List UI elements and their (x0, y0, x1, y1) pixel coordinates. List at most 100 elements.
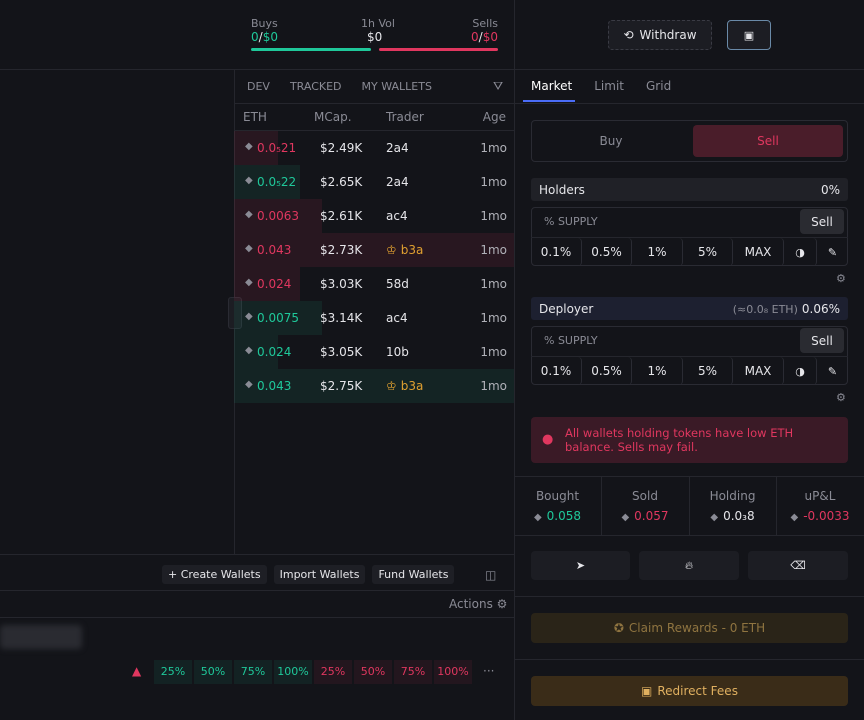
percent-preset[interactable]: MAX (733, 357, 784, 385)
filter-tab[interactable]: MY WALLETS (361, 80, 432, 93)
trade-row[interactable]: ◆ 0.043 $2.75K ♔ b3a 1mo (234, 369, 514, 403)
order-tabs: Market Limit Grid (531, 79, 671, 93)
claim-button[interactable]: ✪ Claim Rewards - 0 ETH (531, 613, 848, 643)
eth-icon: ◆ (245, 243, 253, 254)
filter-tab[interactable]: DEV (247, 80, 270, 93)
divider (234, 103, 514, 104)
settings-icon[interactable]: ⚙ (836, 272, 846, 285)
stat-number: 0.0₃8 (723, 509, 755, 523)
divider (514, 0, 515, 720)
order-tab[interactable]: Grid (646, 79, 672, 93)
percent-preset[interactable]: 1% (632, 357, 683, 385)
order-tab[interactable]: Limit (594, 79, 624, 93)
custom-preset[interactable]: ◑ (784, 357, 817, 385)
buys-count: 0 (251, 30, 259, 44)
age: 1mo (480, 175, 507, 189)
trader: ♔ b3a (386, 243, 423, 257)
trader-id: ac4 (386, 209, 408, 223)
trade-row[interactable]: ◆ 0.0₅22 $2.65K 2a4 1mo (234, 165, 514, 199)
section-value: (≈0.0₈ ETH) 0.06% (733, 302, 840, 316)
column-header[interactable]: ETH (243, 110, 267, 124)
supply-box (531, 326, 848, 385)
buys-bar (251, 48, 371, 51)
trader: 2a4 (386, 175, 409, 189)
quick-preset[interactable]: 50% (194, 660, 232, 684)
section-label: Holders (539, 183, 585, 197)
percent-preset[interactable]: 0.5% (582, 238, 632, 266)
buys-amount: $0 (262, 30, 278, 44)
divider (776, 477, 777, 535)
clean-button[interactable]: ⌫ (748, 551, 848, 580)
trade-row[interactable]: ◆ 0.043 $2.73K ♔ b3a 1mo (234, 233, 514, 267)
trade-row[interactable]: ◆ 0.0₅21 $2.49K 2a4 1mo (234, 131, 514, 165)
trade-row[interactable]: ◆ 0.024 $3.05K 10b 1mo (234, 335, 514, 369)
filter-icon[interactable]: ⛛ (493, 79, 504, 93)
withdraw-button[interactable]: ⟲ Withdraw (608, 20, 712, 50)
divider (0, 617, 514, 618)
quick-preset[interactable]: 75% (234, 660, 272, 684)
edit-preset[interactable]: ✎ (827, 364, 838, 378)
filter-tab[interactable]: TRACKED (289, 80, 342, 93)
section-value: 0% (821, 183, 840, 197)
trade-row[interactable]: ◆ 0.024 $3.03K 58d 1mo (234, 267, 514, 301)
buys-value: 0/$0 (251, 30, 278, 44)
telegram-button[interactable]: ➤ (531, 551, 630, 580)
sell-button[interactable]: Sell (800, 328, 844, 353)
sells-value: 0/$0 (471, 30, 498, 44)
buys-label: Buys (251, 17, 278, 30)
quick-preset[interactable]: 100% (434, 660, 472, 684)
more-button[interactable]: ··· (483, 664, 495, 678)
layout-toggle[interactable]: ◫ (485, 568, 497, 582)
row-divider (531, 237, 848, 238)
buy-tab[interactable]: Buy (599, 134, 623, 148)
row-divider (531, 356, 848, 357)
eth-amount: 0.024 (257, 277, 292, 291)
fire-button[interactable]: 🔥︎ (639, 551, 739, 580)
age: 1mo (480, 345, 507, 359)
wallet-icon-button[interactable]: ▣ (727, 20, 771, 50)
wallet-button[interactable]: Import Wallets (273, 565, 366, 584)
wallet-button[interactable]: + Create Wallets (162, 565, 267, 584)
settings-icon[interactable]: ⚙ (836, 391, 846, 404)
percent-preset[interactable]: 0.1% (531, 238, 582, 266)
column-header[interactable]: Age (482, 110, 506, 124)
trade-row[interactable]: ◆ 0.0063 $2.61K ac4 1mo (234, 199, 514, 233)
blurred-block (0, 625, 82, 649)
market-cap: $2.49K (320, 141, 363, 155)
market-cap: $3.14K (320, 311, 363, 325)
percent-preset[interactable]: 5% (683, 357, 733, 385)
row-tint (234, 199, 322, 233)
wallet-button[interactable]: Fund Wallets (372, 565, 455, 584)
percent-preset[interactable]: 5% (683, 238, 733, 266)
collapse-handle[interactable] (228, 297, 242, 329)
custom-preset[interactable]: ◑ (784, 238, 817, 266)
section-label: Deployer (539, 302, 594, 316)
edit-preset[interactable]: ✎ (827, 245, 838, 259)
quick-preset[interactable]: 75% (394, 660, 432, 684)
trade-row[interactable]: ◆ 0.0075 $3.14K ac4 1mo (234, 301, 514, 335)
actions-label: Actions ⚙ (449, 597, 508, 611)
quick-preset[interactable]: 50% (354, 660, 392, 684)
alert (531, 417, 848, 463)
percent-preset[interactable]: MAX (733, 238, 784, 266)
eth-icon: ◆ (245, 345, 253, 356)
side-toggle (531, 120, 848, 162)
trader: 10b (386, 345, 409, 359)
quick-preset[interactable]: 100% (274, 660, 312, 684)
quick-preset[interactable]: 25% (154, 660, 192, 684)
sell-tab[interactable]: Sell (693, 125, 843, 157)
stat-value: ◆ 0.057 (601, 509, 689, 523)
redirect-button[interactable]: ▣ Redirect Fees (531, 676, 848, 706)
percent-preset[interactable]: 0.5% (582, 357, 632, 385)
column-header[interactable]: Trader (386, 110, 424, 124)
sell-button[interactable]: Sell (800, 209, 844, 234)
trader-id: 2a4 (386, 141, 409, 155)
order-tab[interactable]: Market (531, 79, 573, 93)
percent-preset[interactable]: 1% (632, 238, 683, 266)
sells-amount: $0 (482, 30, 498, 44)
quick-preset[interactable]: 25% (314, 660, 352, 684)
eth-icon: ◆ (245, 311, 253, 322)
percent-preset[interactable]: 0.1% (531, 357, 582, 385)
column-header[interactable]: MCap. (314, 110, 352, 124)
